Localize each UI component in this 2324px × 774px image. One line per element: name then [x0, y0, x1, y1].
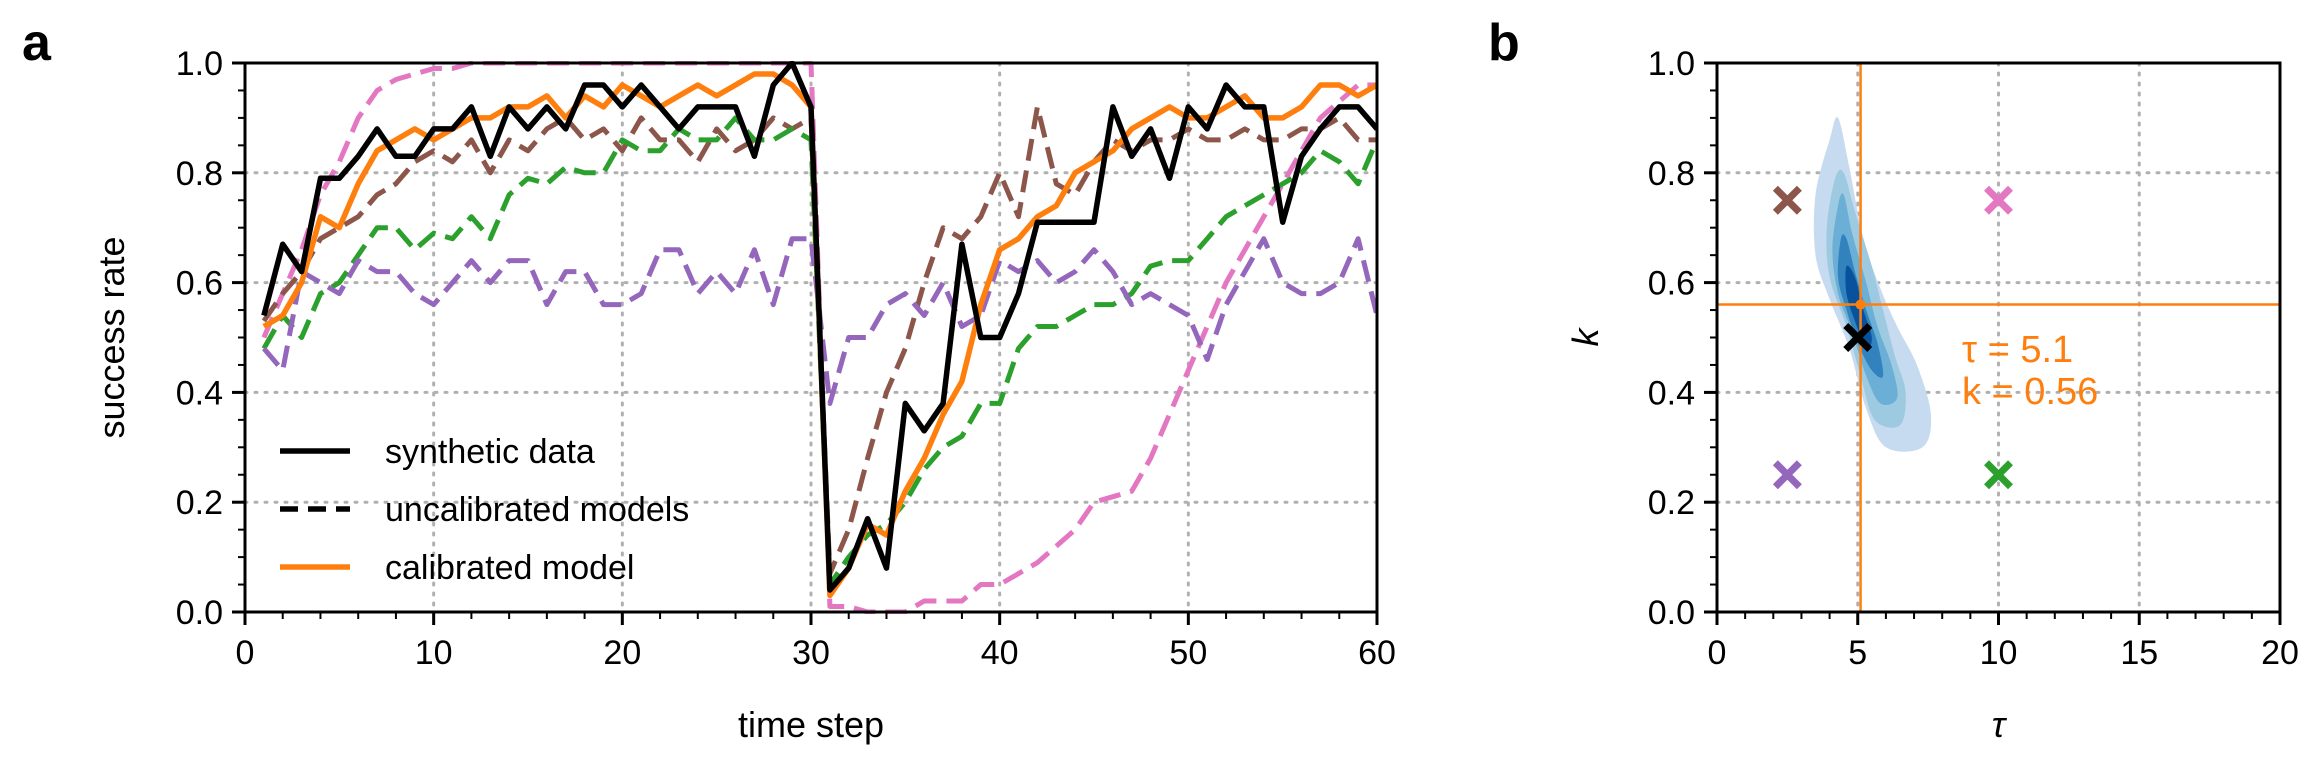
x-axis-label: time step — [738, 704, 884, 745]
y-tick-label: 1.0 — [176, 45, 223, 83]
estimate-point — [1855, 299, 1866, 310]
x-tick-label: 30 — [792, 634, 830, 672]
scatter-point-stroke — [1984, 185, 2013, 215]
x-tick-label: 15 — [2120, 634, 2158, 672]
scatter-point — [1984, 460, 2013, 490]
scatter-point — [1843, 323, 1873, 352]
x-tick-label: 60 — [1358, 634, 1396, 672]
uncalibrated-model-line — [261, 61, 1377, 614]
panel-a-label: a — [22, 14, 52, 72]
scatter-point-stroke — [1843, 323, 1873, 352]
panel-a-line-chart: 0 10 20 30 40 50 60 0.0 0.2 0.4 0.6 0.8 1.0 time step… — [91, 45, 1396, 745]
y-tick-label: 1.0 — [1648, 45, 1695, 83]
y-tick-label: 0.2 — [1648, 484, 1695, 522]
x-tick-label: 0 — [236, 634, 255, 672]
x-tick-label: 20 — [2261, 634, 2299, 672]
scatter-point — [1772, 460, 1802, 490]
y-tick-label: 0.4 — [1648, 374, 1695, 412]
x-tick-label: 10 — [1980, 634, 2018, 672]
legend-entry-label: calibrated model — [385, 549, 634, 587]
scatter-point — [1984, 185, 2013, 215]
scatter-point-stroke — [1984, 460, 2013, 490]
legend: synthetic data uncalibrated models calibra… — [280, 433, 689, 587]
y-tick-label: 0.8 — [176, 155, 223, 193]
y-tick-label: 0.4 — [176, 374, 223, 412]
x-axis-label: τ — [1992, 704, 2008, 745]
estimate-tau-annotation: τ = 5.1 — [1962, 329, 2073, 371]
y-tick-label: 0.8 — [1648, 155, 1695, 193]
y-tick-label: 0.6 — [176, 265, 223, 303]
x-tick-label: 20 — [603, 634, 641, 672]
x-tick-label: 10 — [415, 634, 453, 672]
scatter-point-stroke — [1772, 185, 1802, 215]
estimate-k-annotation: k = 0.56 — [1962, 371, 2098, 413]
scatter-point — [1772, 185, 1802, 215]
synthetic-data-line — [261, 61, 1377, 593]
panel-b-label: b — [1488, 14, 1520, 72]
x-tick-label: 0 — [1708, 634, 1727, 672]
x-tick-label: 50 — [1169, 634, 1207, 672]
y-tick-label: 0.2 — [176, 484, 223, 522]
series-group — [261, 61, 1377, 614]
y-tick-label: 0.0 — [176, 594, 223, 632]
legend-entry-label: synthetic data — [385, 433, 595, 471]
legend-entry-label: uncalibrated models — [385, 491, 689, 529]
y-axis-label: success rate — [91, 236, 132, 438]
y-tick-label: 0.6 — [1648, 265, 1695, 303]
panel-b-scatter-chart: τ = 5.1k = 0.56 0 5 10 15 20 0.0 0.2 0.4 0.6 0.8 1.… — [1565, 45, 2299, 745]
scatter-point-stroke — [1772, 460, 1802, 490]
y-axis-label: k — [1565, 327, 1606, 347]
density-contours — [1813, 116, 1932, 452]
x-tick-label: 40 — [981, 634, 1019, 672]
x-tick-label: 5 — [1848, 634, 1867, 672]
y-tick-label: 0.0 — [1648, 594, 1695, 632]
